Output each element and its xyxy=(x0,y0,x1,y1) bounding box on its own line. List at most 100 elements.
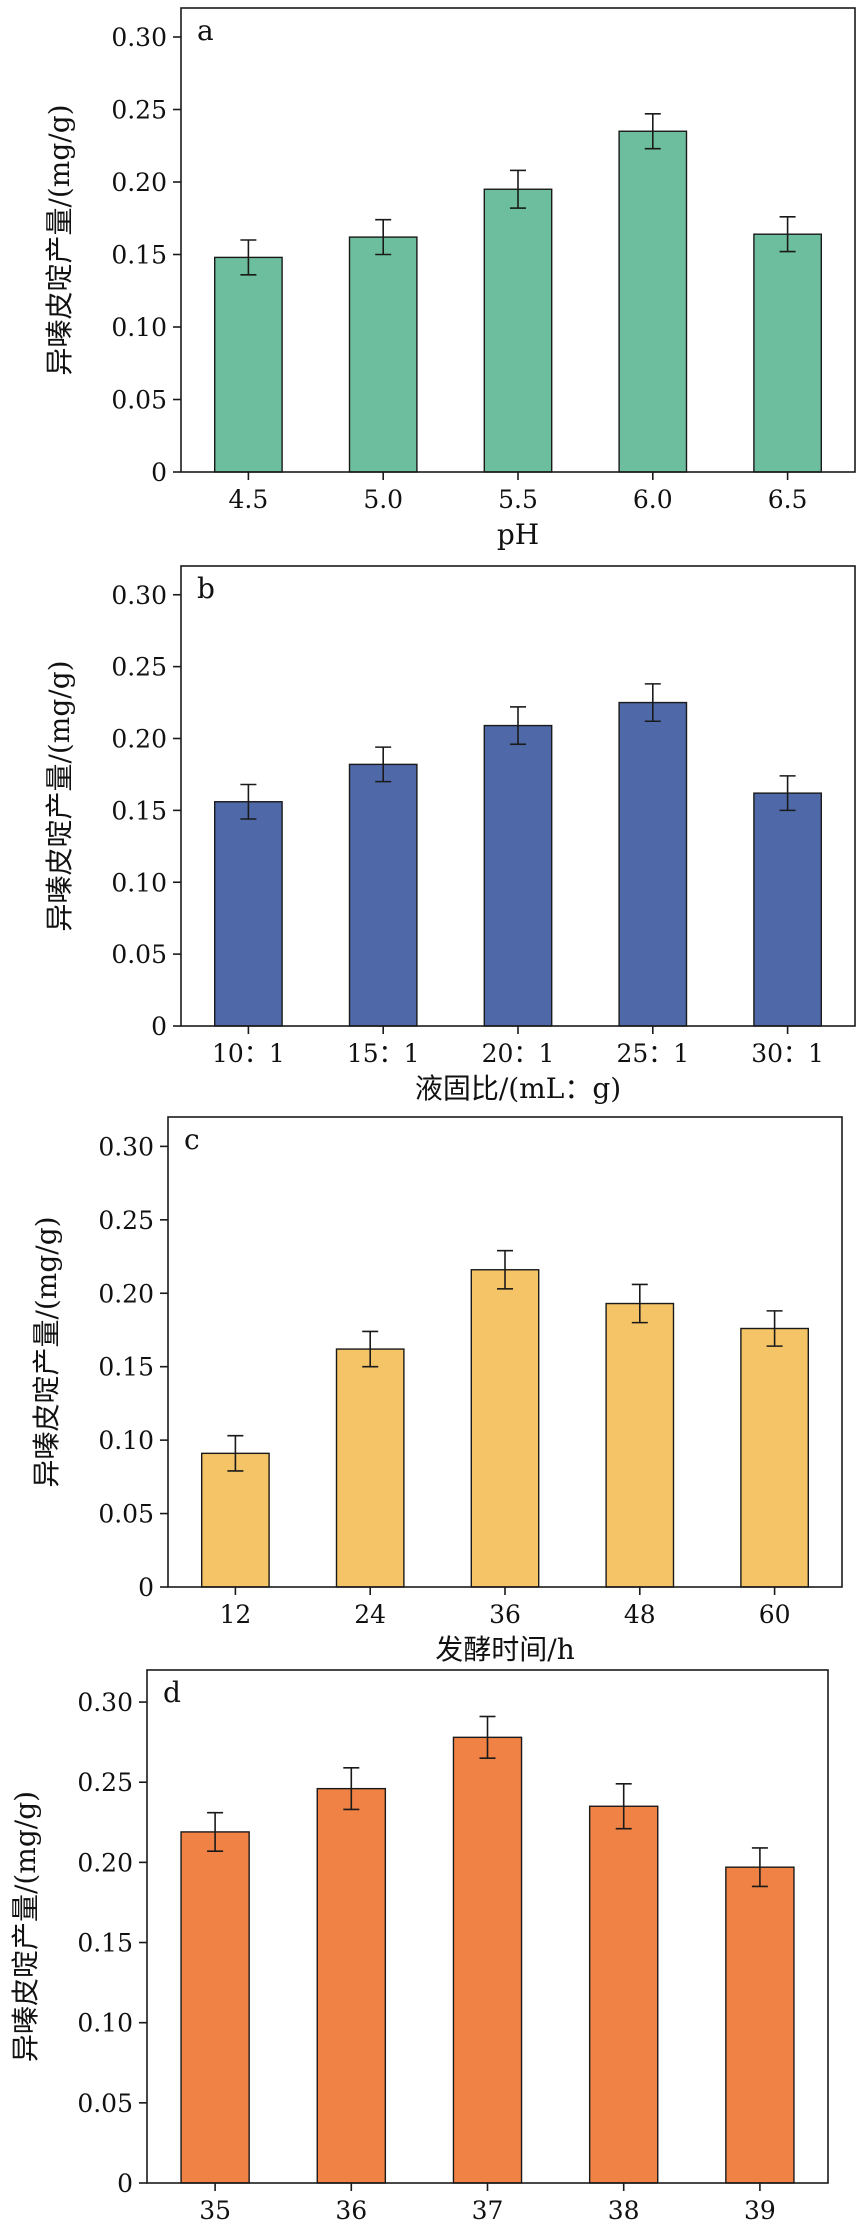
error-bar-d-3 xyxy=(615,1783,632,1830)
y-tick-label-b-4: 0.20 xyxy=(111,725,167,754)
error-bar-a-4 xyxy=(779,216,796,253)
error-bar-c-3 xyxy=(631,1283,648,1324)
x-tick-label-d-1: 36 xyxy=(335,2196,367,2225)
y-tick-label-d-1: 0.05 xyxy=(77,2089,133,2118)
bar-b-0 xyxy=(213,801,283,1027)
error-bar-d-2 xyxy=(479,1715,496,1759)
x-tick-label-d-3: 38 xyxy=(608,2196,640,2225)
error-bar-c-1 xyxy=(362,1330,379,1368)
bar-c-3 xyxy=(605,1302,675,1588)
x-tick-label-a-1: 5.0 xyxy=(363,485,403,514)
x-tick-label-a-3: 6.0 xyxy=(633,485,673,514)
x-tick-label-a-4: 6.5 xyxy=(768,485,808,514)
x-tick-label-d-0: 35 xyxy=(199,2196,231,2225)
bar-a-1 xyxy=(348,236,418,473)
x-tick-label-a-0: 4.5 xyxy=(229,485,269,514)
y-tick-label-c-2: 0.10 xyxy=(98,1426,154,1455)
panel-label-a: a xyxy=(197,14,214,47)
y-tick-label-b-1: 0.05 xyxy=(111,940,167,969)
y-tick-label-a-0: 0 xyxy=(151,458,167,487)
x-tick-label-d-4: 39 xyxy=(744,2196,776,2225)
bar-a-4 xyxy=(753,233,823,473)
chart-panel-d: 353637383900.050.100.150.200.250.30d发酵温度… xyxy=(9,1669,829,2225)
y-tick-label-b-3: 0.15 xyxy=(111,796,167,825)
y-tick-label-c-0: 0 xyxy=(138,1573,154,1602)
bar-c-0 xyxy=(200,1452,270,1588)
error-bar-c-0 xyxy=(227,1434,244,1472)
error-bar-c-4 xyxy=(766,1310,783,1347)
x-tick-label-b-1: 15：1 xyxy=(347,1039,420,1068)
y-tick-label-b-6: 0.30 xyxy=(111,581,167,610)
error-bar-b-4 xyxy=(779,775,796,812)
plot-frame-c xyxy=(167,1116,843,1588)
y-axis-title-c: 异嗪皮啶产量/(mg/g) xyxy=(30,1216,63,1487)
bar-a-2 xyxy=(483,188,553,473)
x-tick-label-c-2: 36 xyxy=(489,1600,521,1629)
y-tick-label-a-5: 0.25 xyxy=(111,96,167,125)
error-bar-d-0 xyxy=(207,1811,224,1852)
panel-label-b: b xyxy=(197,572,215,605)
y-tick-label-d-3: 0.15 xyxy=(77,1929,133,1958)
bar-c-1 xyxy=(335,1348,405,1588)
bar-d-4 xyxy=(725,1866,795,2184)
panel-label-d: d xyxy=(163,1676,181,1709)
y-tick-label-d-5: 0.25 xyxy=(77,1768,133,1797)
y-axis-title-b: 异嗪皮啶产量/(mg/g) xyxy=(43,660,76,931)
bar-d-3 xyxy=(588,1805,659,2184)
x-tick-label-d-2: 37 xyxy=(472,2196,504,2225)
plot-frame-d xyxy=(146,1669,829,2184)
panel-label-c: c xyxy=(184,1123,200,1156)
y-tick-label-a-3: 0.15 xyxy=(111,241,167,270)
y-tick-label-a-1: 0.05 xyxy=(111,386,167,415)
error-bar-b-1 xyxy=(375,746,392,783)
error-bar-d-4 xyxy=(751,1847,768,1888)
bar-c-4 xyxy=(740,1327,810,1588)
bar-b-4 xyxy=(753,792,823,1027)
error-bar-a-1 xyxy=(375,218,392,256)
x-axis-title-a: pH xyxy=(497,518,539,551)
chart-panel-c: 12 24 36 48 60 0 0.05 0.10 0.15 0.20 0.25 0.30 c 发酵时间… xyxy=(30,1116,843,1666)
y-tick-label-c-3: 0.15 xyxy=(98,1353,154,1382)
bar-c-2 xyxy=(470,1269,540,1588)
x-tick-label-a-2: 5.5 xyxy=(498,485,538,514)
y-tick-label-d-6: 0.30 xyxy=(77,1688,133,1717)
error-bar-c-2 xyxy=(497,1249,513,1290)
bar-d-1 xyxy=(316,1787,387,2184)
y-tick-label-d-4: 0.20 xyxy=(77,1848,133,1877)
y-tick-label-a-4: 0.20 xyxy=(111,168,167,197)
x-tick-label-b-2: 20：1 xyxy=(482,1039,555,1068)
y-tick-label-b-0: 0 xyxy=(151,1012,167,1041)
x-tick-label-b-4: 30：1 xyxy=(751,1039,824,1068)
bar-b-2 xyxy=(483,724,553,1027)
error-bar-d-1 xyxy=(343,1766,360,1811)
plot-frame-b xyxy=(180,565,856,1027)
bar-b-1 xyxy=(348,763,418,1027)
chart-panel-a: 4.5 5.0 5.5 6.0 6.5 0 0.05 0.10 0.15 0.20 0.25 0.30… xyxy=(43,7,856,551)
error-bar-a-2 xyxy=(510,169,526,209)
y-axis-title-d: 异嗪皮啶产量/(mg/g) xyxy=(9,1791,42,2062)
y-tick-label-c-4: 0.20 xyxy=(98,1279,154,1308)
error-bar-a-3 xyxy=(644,113,661,150)
y-tick-label-d-0: 0 xyxy=(117,2169,133,2198)
bar-a-3 xyxy=(618,130,688,473)
y-tick-label-c-6: 0.30 xyxy=(98,1132,154,1161)
bar-a-0 xyxy=(213,256,283,473)
x-axis-title-c: 发酵时间/h xyxy=(435,1633,574,1666)
error-bar-b-2 xyxy=(510,706,526,746)
x-tick-label-b-3: 25：1 xyxy=(616,1039,689,1068)
y-tick-label-c-5: 0.25 xyxy=(98,1206,154,1235)
y-axis-title-a: 异嗪皮啶产量/(mg/g) xyxy=(43,104,76,375)
plot-frame-a xyxy=(180,7,856,473)
y-tick-label-d-2: 0.10 xyxy=(77,2009,133,2038)
bar-b-3 xyxy=(618,701,688,1027)
y-tick-label-c-1: 0.05 xyxy=(98,1500,154,1529)
x-tick-label-c-4: 60 xyxy=(759,1600,791,1629)
chart-panel-b: 10：1 15：1 20：1 25：1 30：1 0 0.05 0.10 0.15 0.20 0.2… xyxy=(43,565,856,1105)
x-tick-label-c-0: 12 xyxy=(219,1600,251,1629)
x-tick-label-c-3: 48 xyxy=(624,1600,656,1629)
error-bar-a-0 xyxy=(240,239,257,276)
error-bar-b-3 xyxy=(644,683,661,723)
y-tick-label-b-5: 0.25 xyxy=(111,653,167,682)
y-tick-label-a-2: 0.10 xyxy=(111,313,167,342)
